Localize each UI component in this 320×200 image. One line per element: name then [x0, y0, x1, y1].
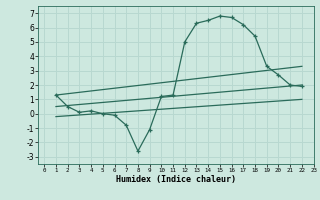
X-axis label: Humidex (Indice chaleur): Humidex (Indice chaleur) — [116, 175, 236, 184]
